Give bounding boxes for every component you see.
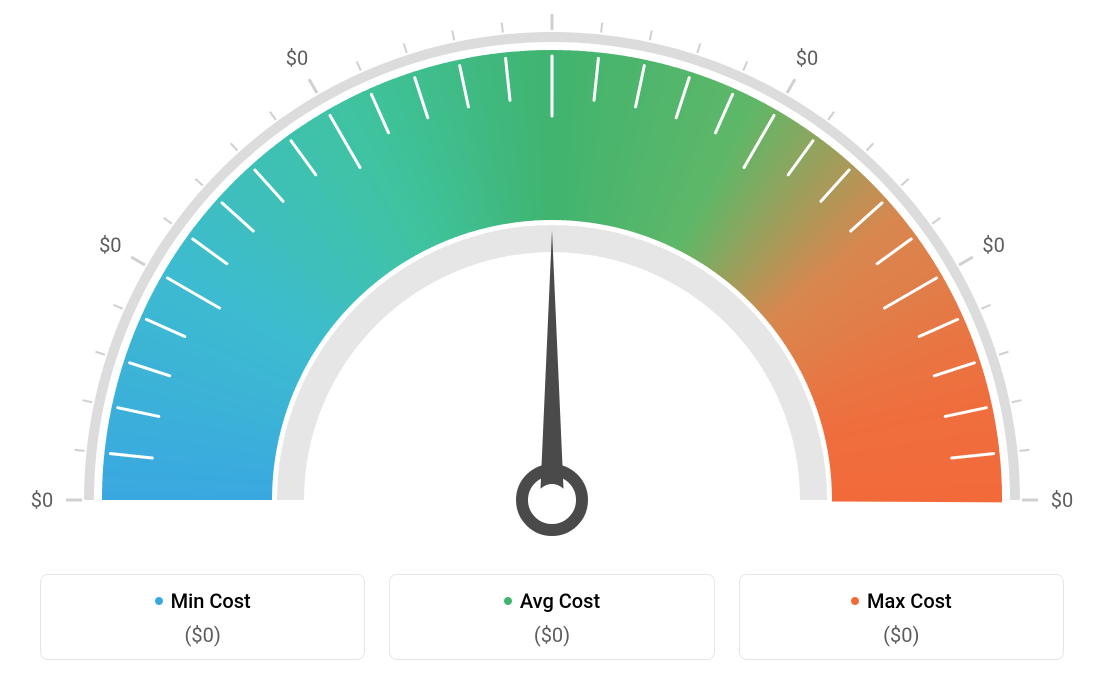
gauge-tick-label: $0 xyxy=(541,0,563,2)
gauge-tick-label: $0 xyxy=(286,46,308,70)
legend-dot-avg xyxy=(504,597,512,605)
legend-dot-min xyxy=(155,597,163,605)
gauge-tick-label: $0 xyxy=(31,488,53,512)
legend-title-avg: Avg Cost xyxy=(504,589,600,613)
legend-label-min: Min Cost xyxy=(171,589,251,613)
legend-title-max: Max Cost xyxy=(851,589,952,613)
legend-label-avg: Avg Cost xyxy=(520,589,600,613)
legend-card-avg: Avg Cost ($0) xyxy=(389,574,714,660)
gauge-tick-label: $0 xyxy=(796,46,818,70)
gauge-tick-label: $0 xyxy=(1051,488,1073,512)
legend-title-min: Min Cost xyxy=(155,589,251,613)
gauge-chart: $0 $0 $0 $0 $0 $0 $0 xyxy=(0,0,1104,560)
gauge-tick-label: $0 xyxy=(982,233,1004,257)
legend-value-max: ($0) xyxy=(750,623,1053,647)
gauge-tick-label: $0 xyxy=(99,233,121,257)
legend-value-min: ($0) xyxy=(51,623,354,647)
legend-value-avg: ($0) xyxy=(400,623,703,647)
legend-label-max: Max Cost xyxy=(867,589,952,613)
legend-dot-max xyxy=(851,597,859,605)
legend-card-max: Max Cost ($0) xyxy=(739,574,1064,660)
cost-gauge-container: $0 $0 $0 $0 $0 $0 $0 Min Cost ($0) Avg Cost ($… xyxy=(0,0,1104,690)
legend-row: Min Cost ($0) Avg Cost ($0) Max Cost ($0… xyxy=(40,574,1064,660)
legend-card-min: Min Cost ($0) xyxy=(40,574,365,660)
